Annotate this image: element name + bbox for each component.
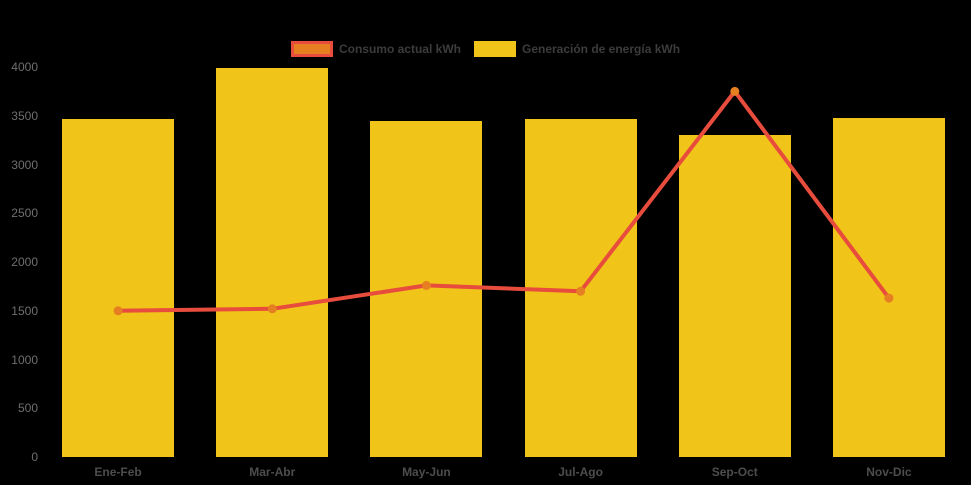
y-tick-label: 3500 xyxy=(11,108,38,123)
bar-Mar-Abr[interactable] xyxy=(216,67,329,457)
y-tick-label: 2500 xyxy=(11,206,38,221)
chart-legend: Consumo actual kWh Generación de energía… xyxy=(0,41,971,57)
y-tick-label: 1000 xyxy=(11,352,38,367)
legend-label-consumo: Consumo actual kWh xyxy=(338,42,461,56)
bar-Nov-Dic[interactable] xyxy=(832,117,945,457)
y-tick-label: 1500 xyxy=(11,303,38,318)
x-tick-label: May-Jun xyxy=(402,465,451,479)
x-tick-label: Jul-Ago xyxy=(558,465,603,479)
legend-label-generacion: Generación de energía kWh xyxy=(521,42,681,56)
x-tick-label: Mar-Abr xyxy=(249,465,296,479)
y-tick-label: 3000 xyxy=(11,157,38,172)
y-tick-label: 4000 xyxy=(11,60,38,74)
line-point-Sep-Oct[interactable] xyxy=(730,86,740,96)
y-tick-label: 0 xyxy=(31,450,38,464)
x-tick-label: Nov-Dic xyxy=(866,465,912,479)
plot-area xyxy=(41,67,966,457)
bar-Sep-Oct[interactable] xyxy=(678,135,791,457)
x-tick-label: Sep-Oct xyxy=(711,465,758,479)
line-point-Nov-Dic[interactable] xyxy=(884,293,894,303)
line-point-Ene-Feb[interactable] xyxy=(113,306,123,316)
line-point-Jul-Ago[interactable] xyxy=(576,286,586,296)
x-tick-label: Ene-Feb xyxy=(94,465,142,479)
line-point-Mar-Abr[interactable] xyxy=(267,304,277,314)
y-tick-label: 2000 xyxy=(11,255,38,269)
legend-swatch-line-icon xyxy=(290,41,333,57)
consumption-line xyxy=(116,89,891,313)
legend-item-consumo[interactable]: Consumo actual kWh xyxy=(290,41,461,57)
line-point-May-Jun[interactable] xyxy=(421,280,431,290)
line-layer xyxy=(113,86,894,316)
bar-Ene-Feb[interactable] xyxy=(62,118,175,457)
legend-swatch-bar-icon xyxy=(473,41,516,57)
legend-item-generacion[interactable]: Generación de energía kWh xyxy=(473,41,681,57)
y-tick-label: 500 xyxy=(17,401,38,416)
